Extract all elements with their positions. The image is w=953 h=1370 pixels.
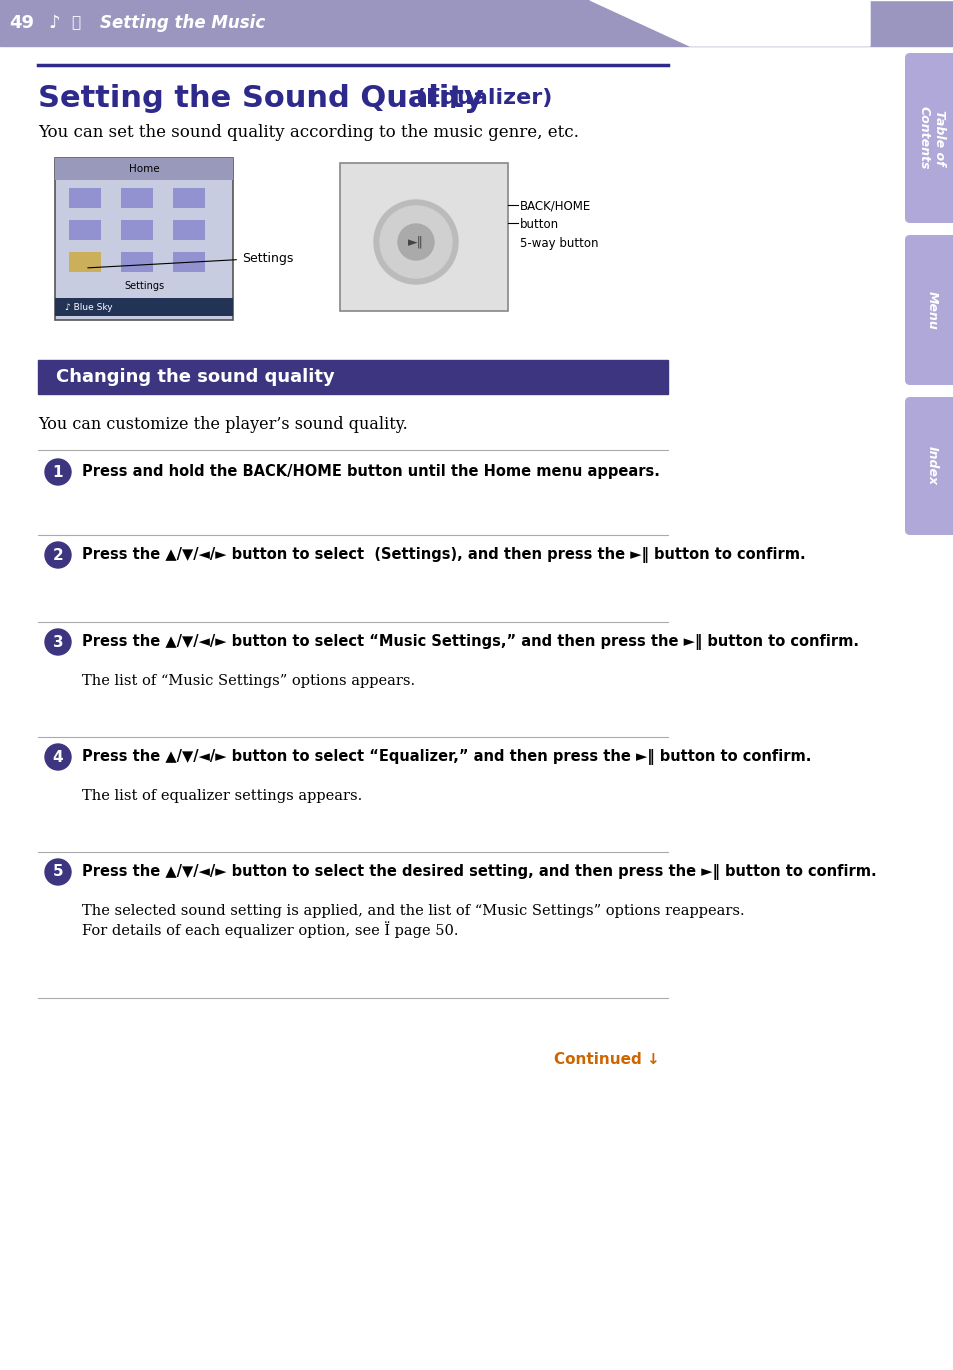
Bar [38,360,667,395]
Bar [0,0,953,47]
Circle shape [379,206,452,278]
Text: You can customize the player’s sound quality.: You can customize the player’s sound qua… [38,415,407,433]
Text: 3: 3 [52,634,63,649]
Text: Press and hold the BACK/HOME button until the Home menu appears.: Press and hold the BACK/HOME button unti… [82,464,659,479]
FancyBboxPatch shape [904,53,953,223]
FancyBboxPatch shape [904,397,953,536]
Text: The list of “Music Settings” options appears.: The list of “Music Settings” options app… [82,674,415,688]
Circle shape [397,225,434,260]
Text: Table of
Contents: Table of Contents [917,107,945,170]
Text: Setting the Sound Quality: Setting the Sound Quality [38,84,483,112]
Bar [172,221,205,240]
Bar [69,252,101,273]
Text: Index: Index [924,447,938,485]
Bar [55,299,233,316]
Circle shape [45,859,71,885]
Bar [172,188,205,208]
Text: Setting the Music: Setting the Music [100,14,265,32]
Text: The list of equalizer settings appears.: The list of equalizer settings appears. [82,789,362,803]
Text: Menu: Menu [924,290,938,329]
Text: The selected sound setting is applied, and the list of “Music Settings” options : The selected sound setting is applied, a… [82,904,744,937]
Circle shape [374,200,457,284]
Text: ⛳: ⛳ [71,15,80,30]
Text: Press the ▲/▼/◄/► button to select “Equalizer,” and then press the ►‖ button to : Press the ▲/▼/◄/► button to select “Equa… [82,749,810,764]
Bar [339,163,507,311]
Bar [121,252,152,273]
Bar [69,188,101,208]
Text: Press the ▲/▼/◄/► button to select “Music Settings,” and then press the ►‖ butto: Press the ▲/▼/◄/► button to select “Musi… [82,634,858,649]
Bar [69,221,101,240]
Text: 4: 4 [52,749,63,764]
Text: 1: 1 [52,464,63,479]
Text: BACK/HOME
button
5-way button: BACK/HOME button 5-way button [519,199,598,249]
Circle shape [45,543,71,569]
Text: Settings: Settings [88,252,294,269]
Text: ►‖: ►‖ [408,236,423,248]
Text: Home: Home [129,164,159,174]
Text: Changing the sound quality: Changing the sound quality [56,369,335,386]
Bar [55,158,233,179]
Text: ♪ Blue Sky: ♪ Blue Sky [65,303,112,311]
Circle shape [45,744,71,770]
Bar [121,221,152,240]
Bar [172,252,205,273]
Text: Settings: Settings [124,281,164,290]
FancyBboxPatch shape [904,236,953,385]
Polygon shape [589,0,869,47]
Text: You can set the sound quality according to the music genre, etc.: You can set the sound quality according … [38,123,578,141]
Text: Press the ▲/▼/◄/► button to select  (Settings), and then press the ►‖ button to : Press the ▲/▼/◄/► button to select (Sett… [82,547,804,563]
Bar [121,188,152,208]
Text: (Equalizer): (Equalizer) [408,88,552,108]
Text: 2: 2 [52,548,63,563]
Circle shape [45,459,71,485]
Text: 49: 49 [10,14,34,32]
Text: 5: 5 [52,864,63,880]
Text: Continued ↓: Continued ↓ [554,1052,659,1067]
Circle shape [45,629,71,655]
Text: ♪: ♪ [49,14,60,32]
Text: Press the ▲/▼/◄/► button to select the desired setting, and then press the ►‖ bu: Press the ▲/▼/◄/► button to select the d… [82,864,876,880]
Bar [55,158,233,321]
